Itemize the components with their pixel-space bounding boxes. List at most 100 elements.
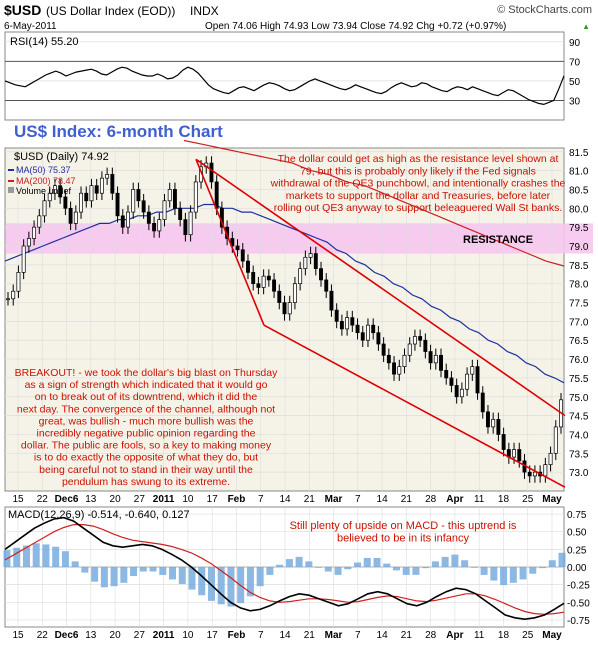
macd-histogram-bar	[217, 567, 225, 605]
breakout-annotation-line: dollar. The public are fools, so a key t…	[21, 440, 272, 452]
macd-tick-label: 0.00	[567, 563, 587, 574]
breakout-annotation-line: incredibly negative public opinion regar…	[37, 428, 256, 440]
resistance-annotation-line: markets to support the dollar and Treasu…	[286, 190, 551, 202]
price-tick-label: 81.5	[569, 148, 589, 159]
x-tick-label-bottom: 28	[425, 630, 437, 641]
macd-histogram-bar	[509, 567, 517, 583]
price-candle	[235, 245, 240, 251]
price-candle	[486, 411, 490, 428]
price-candle	[146, 211, 151, 224]
macd-tick-label: -0.75	[567, 616, 590, 627]
x-tick-label: Mar	[325, 494, 343, 505]
instrument-name: (US Dollar Index (EOD))	[46, 4, 175, 18]
price-candle	[412, 336, 417, 345]
macd-histogram-bar	[490, 567, 498, 581]
x-tick-label: 17	[207, 494, 219, 505]
x-tick-label-bottom: 13	[85, 630, 97, 641]
price-candle	[110, 174, 115, 194]
rsi-tick-label: 50	[569, 77, 581, 88]
price-candle	[313, 253, 318, 269]
x-tick-label: Dec6	[55, 494, 79, 505]
price-candle	[496, 419, 501, 435]
macd-histogram-bar	[402, 567, 410, 575]
price-candle	[543, 464, 548, 477]
symbol-label: $USD	[4, 2, 41, 18]
price-candle	[272, 279, 277, 292]
resistance-annotation-line: The dollar could get as high as the resi…	[278, 153, 559, 165]
rsi-line	[4, 66, 565, 106]
macd-histogram-bar	[500, 567, 508, 586]
resistance-annotation-line: 79, but this is probably only likely if …	[300, 165, 536, 177]
resistance-annotation-line: rolling out QE3 anyway to support beleag…	[274, 202, 563, 214]
macd-tick-label: 0.50	[567, 528, 587, 539]
price-candle	[126, 211, 130, 228]
price-candle	[115, 192, 120, 217]
x-tick-label: 18	[498, 494, 510, 505]
up-arrow-icon: ▲	[582, 22, 590, 31]
price-candle	[517, 449, 522, 462]
price-tick-label: 78.5	[569, 261, 589, 272]
legend-ma50: MA(50) 75.37	[16, 165, 71, 175]
price-candle	[423, 339, 428, 352]
price-candle	[397, 366, 402, 375]
x-tick-label: 13	[85, 494, 97, 505]
channel-lower-line	[263, 324, 566, 488]
price-candle	[428, 351, 433, 364]
x-tick-label: 7	[258, 494, 264, 505]
x-tick-label-bottom: Mar	[325, 630, 343, 641]
price-candle	[512, 449, 516, 458]
macd-histogram-bar	[315, 567, 323, 568]
price-tick-label: 79.5	[569, 223, 589, 234]
macd-histogram-bar	[42, 544, 50, 567]
x-tick-label-bottom: May	[542, 630, 562, 641]
price-candle	[324, 279, 329, 292]
price-candle	[277, 290, 282, 303]
macd-histogram-bar	[412, 567, 420, 575]
price-candle	[360, 332, 365, 341]
price-candle	[79, 192, 83, 213]
price-candle	[251, 272, 256, 285]
x-tick-label: 21	[401, 494, 413, 505]
price-candle	[11, 290, 16, 300]
macd-histogram-bar	[22, 545, 30, 567]
macd-histogram-bar	[383, 563, 391, 567]
x-tick-label: 15	[12, 494, 24, 505]
breakout-annotation: BREAKOUT! - we took the dollar's big bla…	[15, 367, 278, 488]
price-tick-label: 81.0	[569, 167, 589, 178]
macd-histogram-bar	[324, 567, 332, 572]
macd-histogram-bar	[431, 561, 439, 567]
price-panel: 81.5 81.0 80.5 80.0 79.5 79.0 78.5 78.0 77.5 77.0…	[4, 122, 593, 641]
price-candle	[178, 207, 183, 220]
x-tick-label: Apr	[446, 494, 463, 505]
macd-histogram-bar	[178, 567, 186, 584]
price-candle	[329, 290, 334, 311]
macd-annotation-line: believed to be in its infancy	[337, 532, 470, 544]
macd-tick-label: -0.25	[567, 581, 590, 592]
price-candle	[6, 298, 10, 301]
price-tick-label: 74.0	[569, 430, 589, 441]
price-candle	[73, 211, 78, 224]
x-tick-label: May	[542, 494, 562, 505]
macd-histogram-bar	[169, 567, 177, 580]
resistance-band	[6, 223, 593, 254]
macd-legend: MACD(12,26,9) -0.514, -0.640, 0.127	[8, 509, 190, 521]
price-candle	[439, 354, 443, 371]
x-tick-label: 22	[37, 494, 49, 505]
price-candle	[376, 332, 381, 345]
macd-histogram-bar	[130, 567, 138, 577]
rsi-tick-label: 30	[569, 96, 581, 107]
ma50-line	[4, 203, 565, 384]
price-candle	[381, 343, 386, 356]
macd-histogram-bar	[539, 567, 547, 569]
price-candle	[136, 189, 141, 202]
macd-line	[4, 516, 565, 621]
price-tick-label: 75.5	[569, 374, 589, 385]
price-candle	[37, 215, 42, 228]
macd-histogram-bar	[548, 560, 556, 567]
price-candle	[334, 309, 339, 322]
price-candle	[371, 324, 376, 334]
price-candle	[454, 385, 459, 398]
price-candle	[470, 366, 475, 375]
price-tick-label: 75.0	[569, 393, 589, 404]
resistance-annotation: The dollar could get as high as the resi…	[270, 153, 566, 214]
